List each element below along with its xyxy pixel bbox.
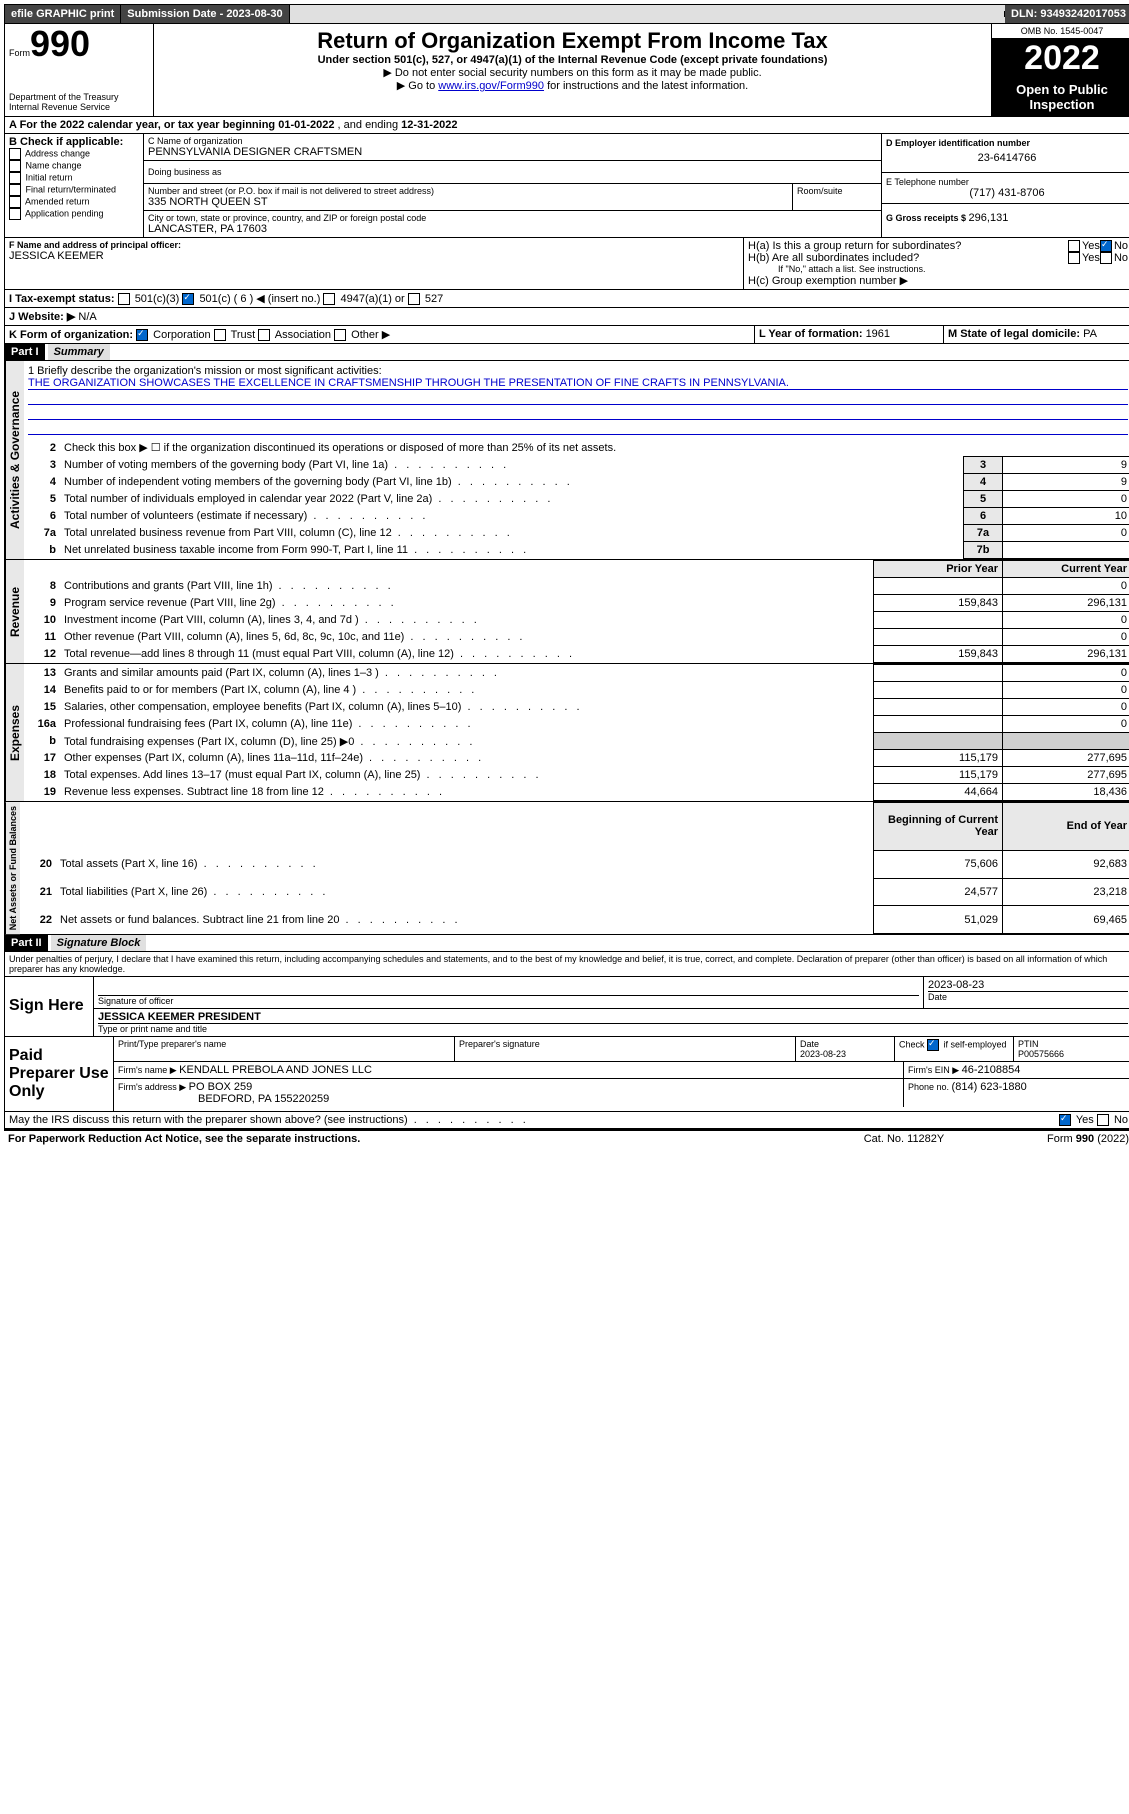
checkbox-option[interactable]: Application pending: [9, 208, 139, 220]
checkbox-option[interactable]: Final return/terminated: [9, 184, 139, 196]
vert-governance: Activities & Governance: [5, 361, 24, 559]
org-name: PENNSYLVANIA DESIGNER CRAFTSMEN: [148, 146, 877, 158]
h-b: H(b) Are all subordinates included?: [748, 252, 1068, 264]
ein: 23-6414766: [886, 148, 1128, 168]
sig-date-label: Date: [928, 991, 1128, 1002]
subtitle: Under section 501(c), 527, or 4947(a)(1)…: [158, 54, 987, 66]
sig-name-label: Type or print name and title: [98, 1023, 1128, 1034]
return-title: Return of Organization Exempt From Incom…: [158, 28, 987, 54]
box-c-label: C Name of organization: [148, 136, 877, 146]
part1-title: Summary: [48, 344, 110, 360]
net-assets-table: Beginning of Current YearEnd of Year20To…: [20, 802, 1129, 934]
governance-table: 2Check this box ▶ ☐ if the organization …: [24, 439, 1129, 559]
part2-header: Part II: [5, 935, 48, 951]
entity-block: B Check if applicable: Address change Na…: [4, 134, 1129, 238]
firm-name: KENDALL PREBOLA AND JONES LLC: [179, 1064, 372, 1076]
firm-ein: 46-2108854: [962, 1064, 1021, 1076]
mission-q: 1 Briefly describe the organization's mi…: [28, 365, 1128, 377]
sig-name: JESSICA KEEMER PRESIDENT: [98, 1011, 1128, 1023]
vert-net: Net Assets or Fund Balances: [5, 802, 20, 934]
checkbox-option[interactable]: Address change: [9, 148, 139, 160]
firm-phone: (814) 623-1880: [952, 1081, 1027, 1093]
irs-link[interactable]: www.irs.gov/Form990: [438, 80, 544, 92]
addr-label: Number and street (or P.O. box if mail i…: [148, 186, 788, 196]
city-label: City or town, state or province, country…: [148, 213, 877, 223]
vert-expenses: Expenses: [5, 664, 24, 801]
ssn-note: ▶ Do not enter social security numbers o…: [158, 66, 987, 79]
checkbox-option[interactable]: Initial return: [9, 172, 139, 184]
firm-addr2: BEDFORD, PA 155220259: [118, 1093, 899, 1105]
h-a: H(a) Is this a group return for subordin…: [748, 240, 1068, 252]
sig-officer-label: Signature of officer: [98, 995, 919, 1006]
paid-preparer-label: Paid Preparer Use Only: [5, 1037, 114, 1111]
discuss-q: May the IRS discuss this return with the…: [9, 1114, 1059, 1126]
top-bar: efile GRAPHIC print Submission Date - 20…: [4, 4, 1129, 24]
box-b-label: B Check if applicable:: [9, 136, 139, 148]
h-c: H(c) Group exemption number ▶: [748, 274, 1128, 287]
officer-group-row: F Name and address of principal officer:…: [4, 238, 1129, 290]
cat-no: Cat. No. 11282Y: [829, 1133, 979, 1145]
pt-date: 2023-08-23: [800, 1049, 846, 1059]
dept-treasury: Department of the Treasury: [9, 92, 149, 102]
form-label: Form: [9, 48, 30, 58]
submission-date: Submission Date - 2023-08-30: [121, 5, 289, 23]
room-label: Room/suite: [793, 184, 881, 210]
box-e-label: E Telephone number: [886, 177, 1128, 187]
officer-name: JESSICA KEEMER: [9, 250, 739, 262]
mission-text: THE ORGANIZATION SHOWCASES THE EXCELLENC…: [28, 377, 1128, 390]
efile-print-button[interactable]: efile GRAPHIC print: [5, 5, 121, 23]
goto-note: ▶ Go to www.irs.gov/Form990 for instruct…: [158, 79, 987, 92]
penalty-text: Under penalties of perjury, I declare th…: [4, 952, 1129, 977]
dln: DLN: 93493242017053: [1005, 5, 1129, 23]
sign-here-label: Sign Here: [5, 977, 94, 1036]
gross-receipts: 296,131: [969, 212, 1009, 224]
street: 335 NORTH QUEEN ST: [148, 196, 788, 208]
year-formation: 1961: [866, 328, 890, 340]
state-domicile: PA: [1083, 328, 1097, 340]
open-public: Open to Public Inspection: [992, 78, 1129, 116]
revenue-table: Prior YearCurrent Year8Contributions and…: [24, 560, 1129, 663]
period-begin: 01-01-2022: [278, 119, 334, 131]
ptin: P00575666: [1018, 1049, 1064, 1059]
pra-notice: For Paperwork Reduction Act Notice, see …: [8, 1133, 829, 1145]
website: N/A: [78, 311, 96, 323]
checkbox-option[interactable]: Name change: [9, 160, 139, 172]
sig-date: 2023-08-23: [928, 979, 1128, 991]
part1-header: Part I: [5, 344, 45, 360]
box-f-label: F Name and address of principal officer:: [9, 240, 739, 250]
tax-year: 2022: [992, 39, 1129, 78]
form-990: 990: [30, 23, 90, 64]
vert-revenue: Revenue: [5, 560, 24, 663]
city: LANCASTER, PA 17603: [148, 223, 877, 235]
omb: OMB No. 1545-0047: [992, 24, 1129, 39]
period-end: 12-31-2022: [401, 119, 457, 131]
phone: (717) 431-8706: [886, 187, 1128, 199]
irs: Internal Revenue Service: [9, 102, 149, 112]
part2-title: Signature Block: [51, 935, 147, 951]
pt-sig-label: Preparer's signature: [455, 1037, 796, 1061]
pt-name-label: Print/Type preparer's name: [114, 1037, 455, 1061]
period-row: A For the 2022 calendar year, or tax yea…: [4, 117, 1129, 134]
form-header: Form990 Department of the Treasury Inter…: [4, 24, 1129, 117]
checkbox-option[interactable]: Amended return: [9, 196, 139, 208]
h-b-note: If "No," attach a list. See instructions…: [748, 264, 1128, 274]
dba-label: Doing business as: [148, 167, 877, 177]
form-footer: Form 990 (2022): [979, 1133, 1129, 1145]
box-d-label: D Employer identification number: [886, 138, 1128, 148]
expenses-table: 13Grants and similar amounts paid (Part …: [24, 664, 1129, 801]
firm-addr1: PO BOX 259: [189, 1081, 253, 1093]
